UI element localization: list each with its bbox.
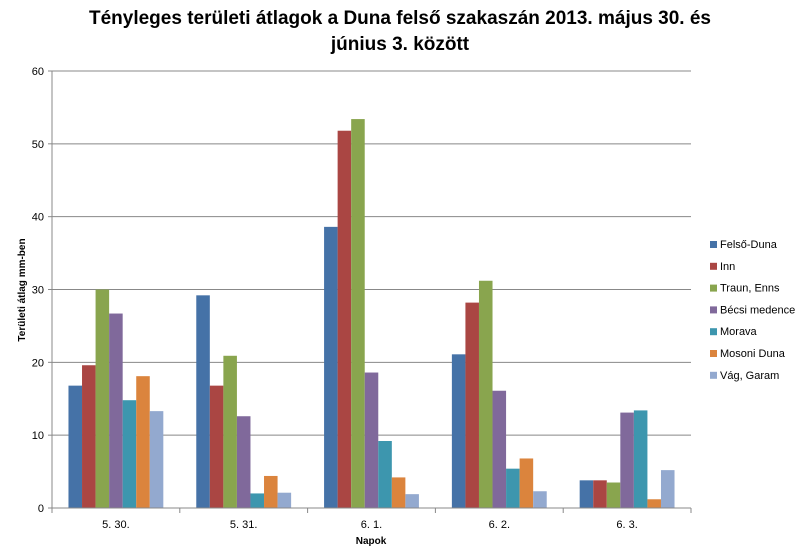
legend-swatch-3 [710,284,717,292]
legend-label-6: Mosoni Duna [720,348,786,360]
legend-swatch-4 [710,306,717,314]
bar-3-3 [351,119,365,508]
legend-label-2: Inn [720,261,735,273]
legend-swatch-5 [710,328,717,336]
legend-label-3: Traun, Enns [720,283,780,295]
bar-6-5 [647,499,661,508]
bar-1-1 [68,385,83,508]
chart-title-line-2: június 3. között [330,34,470,55]
bar-1-2 [196,295,210,508]
bar-4-2 [236,416,251,508]
bar-4-3 [364,372,379,508]
bar-4-5 [620,412,634,508]
axes: 0 10 20 30 40 50 60 5. 30. 5. 31. 6. 1. 6. 2. 6. 3. [32,66,692,531]
x-tick-label: 6. 2. [489,519,510,531]
bar-7-2 [277,492,292,508]
x-tick-label: 6. 1. [361,519,382,531]
legend-label-5: Morava [720,326,758,338]
bar-2-2 [209,385,224,508]
legend-label-7: Vág, Garam [720,370,779,382]
y-tick-label: 60 [32,66,44,78]
bar-6-4 [519,458,534,508]
bar-6-1 [136,376,150,508]
bar-6-3 [391,477,406,508]
legend-swatch-6 [710,350,717,357]
bar-2-3 [337,130,352,508]
chart-title: Tényleges területi átlagok a Duna felső … [60,6,740,58]
bar-3-5 [606,482,621,508]
bar-4-1 [109,313,123,508]
x-tick-label: 6. 3. [616,519,637,531]
bar-7-4 [533,491,547,508]
x-tick-label: 5. 30. [102,519,130,531]
chart-title-line-1: Tényleges területi átlagok a Duna felső … [88,8,711,29]
bar-7-1 [149,411,164,508]
y-tick-label: 40 [32,212,44,224]
y-tick-label: 30 [32,285,44,297]
bar-1-5 [579,480,594,508]
x-tick-label: 5. 31. [230,519,258,531]
bar-3-4 [478,280,493,508]
bar-7-3 [405,494,419,508]
legend: Felső-Duna Inn Traun, Enns Bécsi medence Mor… [710,239,795,382]
bar-5-2 [250,493,265,508]
bar-1-4 [451,354,466,508]
legend-swatch-1 [710,241,717,248]
bar-5-4 [506,468,520,508]
bar-6-2 [264,475,278,508]
x-axis-title: Napok [356,536,387,547]
legend-label-1: Felső-Duna [720,239,778,251]
bar-5-5 [633,410,648,508]
bar-7-5 [660,470,675,508]
bar-5-1 [122,400,137,508]
bar-2-4 [465,302,479,508]
bar-3-1 [95,289,110,508]
legend-swatch-7 [710,371,717,379]
bars [68,119,675,508]
bar-3-2 [223,355,237,508]
bar-1-3 [324,226,338,508]
legend-label-4: Bécsi medence [720,304,795,316]
legend-swatch-2 [710,262,717,270]
y-tick-label: 20 [32,357,44,369]
bar-4-4 [492,390,507,508]
y-axis-title: Területi átlag mm-ben [17,238,28,341]
bar-2-5 [593,480,607,508]
y-tick-label: 50 [32,139,44,151]
bar-2-1 [82,365,96,508]
bar-5-3 [378,440,392,508]
y-tick-label: 10 [32,430,44,442]
y-tick-label: 0 [38,503,44,515]
